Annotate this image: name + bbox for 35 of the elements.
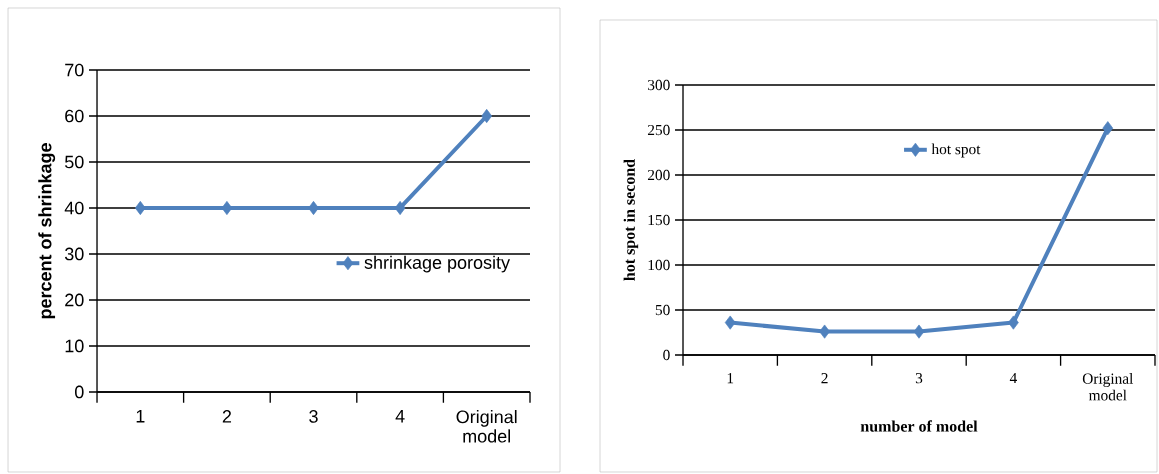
y-tick-label: 20 (65, 293, 84, 307)
y-tick-label: 300 (648, 79, 670, 91)
point (724, 315, 736, 330)
y-axis-title: hot spot in second (623, 159, 639, 281)
point (1102, 121, 1114, 136)
point (913, 324, 925, 339)
y-tick-label: 250 (647, 124, 670, 136)
y-tick-label: 70 (65, 63, 84, 77)
y-tick-label: 50 (655, 304, 670, 316)
legend-label: hot spot (931, 143, 981, 158)
x-tick-label: 1 (136, 410, 145, 423)
x-tick-label: Original model (456, 410, 517, 443)
y-tick-label: 30 (64, 247, 84, 261)
x-axis-title: number of model (860, 420, 978, 432)
x-tick-label: 3 (309, 410, 318, 423)
x-tick-label: 2 (821, 373, 828, 384)
y-tick-label: 0 (75, 385, 84, 399)
y-tick-label: 10 (65, 339, 84, 353)
point (819, 324, 830, 339)
x-tick-label: Original model (1082, 373, 1134, 401)
point (1008, 315, 1019, 330)
x-tick-label: 1 (727, 373, 734, 384)
x-tick-label: 4 (395, 410, 405, 423)
legend-label: shrinkage porosity (364, 255, 511, 273)
y-tick-label: 100 (648, 259, 670, 271)
y-axis-title: percent of shrinkage (38, 143, 56, 319)
x-tick-label: 4 (1009, 373, 1017, 384)
y-tick-label: 40 (64, 201, 84, 215)
y-tick-label: 50 (65, 155, 84, 169)
x-tick-label: 2 (222, 410, 232, 423)
y-tick-label: 60 (65, 109, 84, 123)
x-tick-label: 3 (915, 373, 923, 384)
y-tick-label: 150 (648, 214, 670, 226)
y-tick-label: 0 (663, 349, 670, 361)
y-tick-label: 200 (647, 169, 670, 181)
